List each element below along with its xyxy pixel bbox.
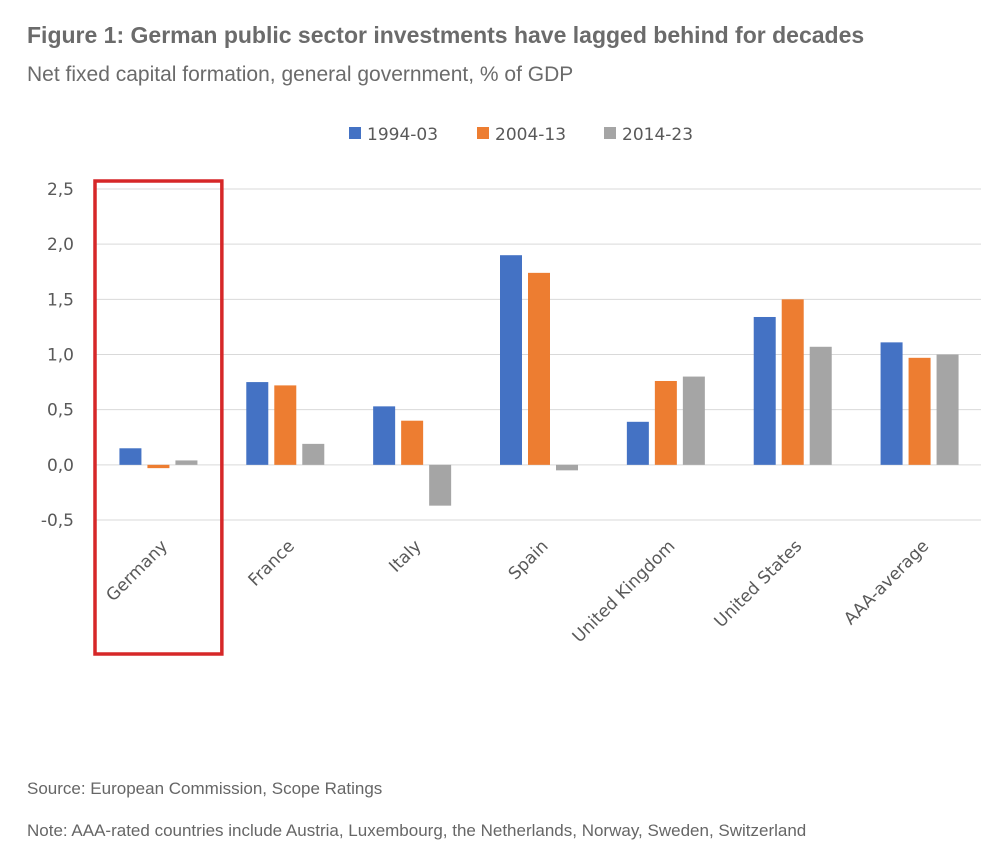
bar-germany-2014-23 — [175, 460, 198, 465]
chart-bars — [119, 255, 959, 506]
source-note: Source: European Commission, Scope Ratin… — [27, 779, 383, 798]
chart-gridlines — [95, 188, 981, 521]
y-axis: 2,5 2,0 1,5 1,0 0,5 0,0 -0,5 — [41, 180, 74, 531]
x-tick-label: France — [245, 536, 299, 590]
bar-italy-2014-23 — [429, 464, 452, 506]
bar-italy-2004-13 — [401, 420, 424, 465]
x-tick-label: United States — [711, 536, 807, 632]
x-tick-label: Italy — [385, 536, 425, 576]
y-tick-label: -0,5 — [41, 511, 74, 531]
y-tick-label: 1,5 — [47, 290, 74, 310]
x-tick-label: United Kingdom — [569, 536, 680, 647]
y-tick-label: 0,5 — [47, 401, 74, 421]
y-tick-label: 2,5 — [47, 180, 74, 200]
bar-chart: 1994-03 2004-13 2014-23 2,5 2,0 1,5 1,0 0,5 0,0… — [41, 125, 981, 656]
bar-spain-2014-23 — [556, 464, 578, 471]
legend-swatch — [477, 127, 489, 139]
legend-label: 2004-13 — [495, 125, 566, 145]
bar-italy-1994-03 — [373, 406, 396, 465]
x-tick-label: Germany — [103, 536, 172, 605]
y-tick-label: 0,0 — [47, 456, 74, 476]
legend-swatch — [604, 127, 616, 139]
y-tick-label: 1,0 — [47, 346, 74, 366]
chart-legend: 1994-03 2004-13 2014-23 — [349, 125, 693, 145]
bar-spain-2004-13 — [528, 272, 550, 465]
highlight-rect — [93, 179, 224, 656]
chart-subtitle: Net fixed capital formation, general gov… — [27, 63, 574, 86]
x-tick-label: Spain — [505, 536, 553, 584]
x-axis: Germany France Italy Spain United Kingdom Uni… — [103, 536, 934, 647]
bar-germany-1994-03 — [119, 448, 142, 465]
bar-united-kingdom-1994-03 — [626, 421, 649, 465]
bar-aaa-average-1994-03 — [880, 342, 903, 465]
bar-france-2004-13 — [274, 385, 297, 465]
bar-france-1994-03 — [246, 382, 269, 465]
bar-aaa-average-2014-23 — [936, 354, 959, 465]
bar-spain-1994-03 — [500, 255, 522, 465]
x-tick-label: AAA-average — [840, 536, 933, 629]
bar-united-kingdom-2014-23 — [682, 376, 705, 465]
legend-label: 1994-03 — [367, 125, 438, 145]
chart-title: Figure 1: German public sector investmen… — [27, 22, 865, 48]
bar-germany-2004-13 — [147, 464, 170, 469]
germany-highlight-box — [93, 179, 224, 656]
bar-aaa-average-2004-13 — [908, 357, 931, 465]
y-tick-label: 2,0 — [47, 235, 74, 255]
bar-united-kingdom-2004-13 — [654, 380, 677, 465]
bar-france-2014-23 — [302, 443, 325, 465]
legend-label: 2014-23 — [622, 125, 693, 145]
footnote: Note: AAA-rated countries include Austri… — [27, 821, 807, 840]
bar-united-states-2004-13 — [781, 299, 804, 465]
bar-united-states-2014-23 — [809, 346, 832, 465]
bar-united-states-1994-03 — [753, 316, 776, 465]
legend-swatch — [349, 127, 361, 139]
